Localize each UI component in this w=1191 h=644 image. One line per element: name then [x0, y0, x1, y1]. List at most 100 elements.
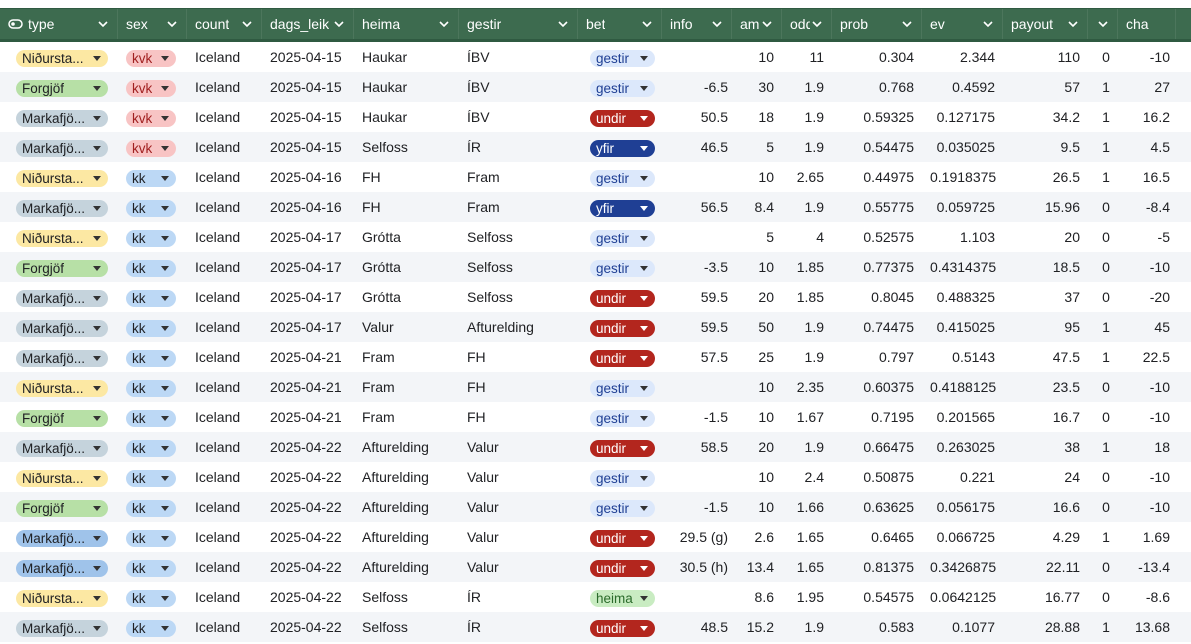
cell-dags[interactable]: 2025-04-22	[270, 619, 342, 635]
cell-gestir[interactable]: Selfoss	[467, 289, 513, 305]
cell-odds[interactable]: 2.4	[804, 469, 824, 485]
column-header-gestir[interactable]: gestir	[459, 9, 578, 39]
dropdown-caret-icon[interactable]	[93, 505, 101, 511]
cell-info[interactable]: 59.5	[700, 319, 728, 335]
cell-heima[interactable]: FH	[362, 199, 381, 215]
cell-info[interactable]: 57.5	[700, 349, 728, 365]
cell-amount[interactable]: 10	[758, 49, 774, 65]
table-row[interactable]: Forgjöf kk Iceland 2025-04-21 Fram FH gestir -1…	[0, 402, 1191, 432]
cell-payout[interactable]: 110	[1057, 49, 1080, 65]
cell-payout[interactable]: 28.88	[1044, 619, 1080, 635]
dropdown-caret-icon[interactable]	[93, 205, 101, 211]
dropdown-caret-icon[interactable]	[93, 625, 101, 631]
dropdown-caret-icon[interactable]	[161, 205, 169, 211]
chevron-down-icon[interactable]	[1066, 17, 1080, 31]
type-chip[interactable]: Forgjöf	[16, 79, 108, 97]
type-chip[interactable]: Markafjö...	[16, 529, 108, 547]
cell-bet[interactable]: gestir	[578, 252, 662, 282]
cell-bet[interactable]: gestir	[578, 372, 662, 402]
cell-payout[interactable]: 16.77	[1044, 589, 1080, 605]
cell-dags[interactable]: 2025-04-22	[270, 589, 342, 605]
cell-bet[interactable]: gestir	[578, 162, 662, 192]
table-row[interactable]: Markafjö... kk Iceland 2025-04-22 Aftureldin…	[0, 552, 1191, 582]
dropdown-caret-icon[interactable]	[161, 565, 169, 571]
cell-dags[interactable]: 2025-04-22	[270, 559, 342, 575]
cell-win[interactable]: 0	[1102, 229, 1110, 245]
sex-chip[interactable]: kk	[126, 259, 176, 277]
cell-win[interactable]: 0	[1102, 289, 1110, 305]
cell-win[interactable]: 1	[1102, 139, 1110, 155]
cell-odds[interactable]: 1.85	[796, 259, 824, 275]
chevron-down-icon[interactable]	[981, 17, 995, 31]
table-row[interactable]: Markafjö... kvk Iceland 2025-04-15 Selfoss ÍR…	[0, 132, 1191, 162]
chevron-down-icon[interactable]	[556, 17, 570, 31]
dropdown-caret-icon[interactable]	[640, 235, 648, 241]
cell-country[interactable]: Iceland	[195, 469, 241, 485]
cell-change[interactable]: 13.68	[1134, 619, 1170, 635]
cell-change[interactable]: -10	[1149, 499, 1170, 515]
cell-type[interactable]: Forgjöf	[0, 72, 118, 102]
bet-chip[interactable]: gestir	[590, 169, 655, 187]
dropdown-caret-icon[interactable]	[640, 115, 648, 121]
cell-sex[interactable]: kk	[118, 312, 187, 342]
dropdown-caret-icon[interactable]	[93, 265, 101, 271]
cell-info[interactable]: 29.5 (g)	[679, 529, 728, 545]
dropdown-caret-icon[interactable]	[93, 475, 101, 481]
cell-bet[interactable]: gestir	[578, 462, 662, 492]
cell-odds[interactable]: 1.9	[804, 199, 824, 215]
cell-heima[interactable]: Afturelding	[362, 529, 429, 545]
bet-chip[interactable]: undir	[590, 319, 655, 337]
cell-gestir[interactable]: FH	[467, 349, 486, 365]
cell-country[interactable]: Iceland	[195, 49, 241, 65]
cell-country[interactable]: Iceland	[195, 499, 241, 515]
cell-win[interactable]: 1	[1102, 79, 1110, 95]
dropdown-caret-icon[interactable]	[161, 385, 169, 391]
column-header-odds[interactable]: odd	[782, 9, 832, 39]
sex-chip[interactable]: kk	[126, 469, 176, 487]
cell-heima[interactable]: Selfoss	[362, 139, 408, 155]
dropdown-caret-icon[interactable]	[93, 235, 101, 241]
cell-change[interactable]: -10	[1149, 379, 1170, 395]
cell-dags[interactable]: 2025-04-22	[270, 469, 342, 485]
cell-change[interactable]: -10	[1149, 49, 1170, 65]
cell-payout[interactable]: 15.96	[1044, 199, 1080, 215]
dropdown-caret-icon[interactable]	[161, 505, 169, 511]
cell-change[interactable]: -10	[1149, 469, 1170, 485]
sex-chip[interactable]: kk	[126, 379, 176, 397]
dropdown-caret-icon[interactable]	[93, 295, 101, 301]
dropdown-caret-icon[interactable]	[161, 595, 169, 601]
cell-type[interactable]: Markafjö...	[0, 282, 118, 312]
dropdown-caret-icon[interactable]	[161, 445, 169, 451]
cell-bet[interactable]: undir	[578, 282, 662, 312]
dropdown-caret-icon[interactable]	[640, 355, 648, 361]
table-row[interactable]: Niðursta... kk Iceland 2025-04-17 Grótta Self…	[0, 222, 1191, 252]
cell-odds[interactable]: 1.9	[804, 439, 824, 455]
cell-amount[interactable]: 8.6	[754, 589, 774, 605]
dropdown-caret-icon[interactable]	[161, 325, 169, 331]
cell-win[interactable]: 1	[1102, 529, 1110, 545]
table-row[interactable]: Niðursta... kk Iceland 2025-04-16 FH Fram gest…	[0, 162, 1191, 192]
cell-prob[interactable]: 0.6465	[871, 529, 914, 545]
cell-sex[interactable]: kk	[118, 342, 187, 372]
sex-chip[interactable]: kk	[126, 619, 176, 637]
cell-type[interactable]: Markafjö...	[0, 552, 118, 582]
column-header-ev[interactable]: ev	[922, 9, 1003, 39]
cell-bet[interactable]: undir	[578, 552, 662, 582]
column-header-country[interactable]: count	[187, 9, 262, 39]
chevron-down-icon[interactable]	[240, 17, 254, 31]
chevron-down-icon[interactable]	[640, 17, 654, 31]
cell-ev[interactable]: 0.3426875	[930, 559, 997, 575]
cell-ev[interactable]: 0.221	[959, 469, 995, 485]
table-row[interactable]: Niðursta... kvk Iceland 2025-04-15 Haukar ÍBV…	[0, 42, 1191, 72]
sex-chip[interactable]: kk	[126, 409, 176, 427]
table-row[interactable]: Markafjö... kk Iceland 2025-04-22 Selfoss ÍR u…	[0, 612, 1191, 642]
dropdown-caret-icon[interactable]	[93, 85, 101, 91]
cell-prob[interactable]: 0.60375	[863, 379, 914, 395]
cell-gestir[interactable]: Valur	[467, 439, 499, 455]
cell-type[interactable]: Markafjö...	[0, 102, 118, 132]
cell-ev[interactable]: 2.344	[959, 49, 995, 65]
cell-info[interactable]: 50.5	[700, 109, 728, 125]
cell-gestir[interactable]: FH	[467, 379, 486, 395]
cell-gestir[interactable]: ÍBV	[467, 79, 490, 95]
cell-bet[interactable]: gestir	[578, 72, 662, 102]
